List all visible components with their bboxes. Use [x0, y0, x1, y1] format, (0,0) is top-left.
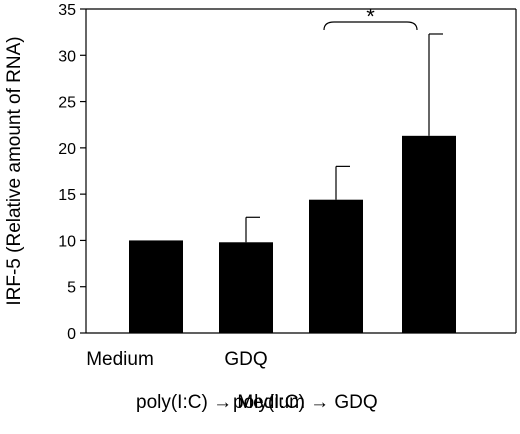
y-tick-label: 35	[58, 2, 76, 19]
plot-area: 0 5 10 15 20 25 30 35 Medium GDQ poly(I:C) → Mediu…	[58, 2, 517, 413]
y-tick-label: 15	[58, 187, 76, 204]
y-tick-label: 25	[58, 95, 76, 112]
y-tick-label: 30	[58, 48, 76, 65]
y-tick-label: 10	[58, 233, 76, 250]
y-tick-label: 5	[67, 280, 76, 297]
bar	[129, 240, 183, 333]
x-category-label: GDQ	[224, 349, 267, 370]
y-tick-label: 0	[67, 326, 76, 343]
y-tick-label: 20	[58, 141, 76, 158]
bar	[309, 199, 363, 333]
significance-star: *	[366, 4, 375, 29]
x-category-label: poly(I:C) → Medium	[136, 392, 305, 413]
y-axis-label: IRF-5 (Relative amount of RNA)	[4, 36, 25, 305]
x-category-label: Medium	[86, 349, 154, 370]
x-category-label: poly(I:C) → GDQ	[233, 392, 378, 413]
bar	[402, 135, 456, 333]
bar	[219, 242, 273, 333]
significance-bracket	[323, 21, 418, 31]
